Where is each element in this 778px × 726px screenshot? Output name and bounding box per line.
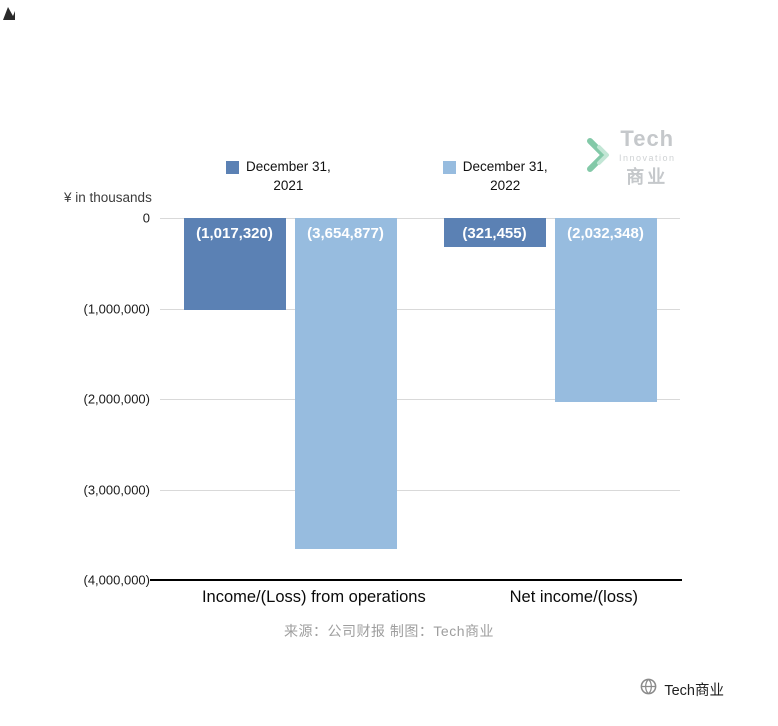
brand-logo-text: Tech Innovation 商业: [619, 126, 676, 187]
bar-value-label: (2,032,348): [567, 225, 644, 242]
legend-item-2021: December 31, 2021: [226, 158, 331, 196]
gridline: [160, 399, 680, 400]
brand-name-cn: 商业: [626, 167, 669, 187]
gridline: [160, 489, 680, 491]
y-axis: 0 (1,000,000) (2,000,000) (3,000,000) (4,000…: [0, 211, 151, 588]
y-tick-label: (3,000,000): [83, 482, 151, 497]
bar-group: (321,455) (2,032,348): [443, 218, 657, 580]
watermark-label: Tech商业: [664, 682, 724, 699]
bar-value-label: (3,654,877): [307, 225, 384, 242]
brand-name: Tech: [620, 126, 675, 151]
brand-subtitle: Innovation: [619, 153, 676, 163]
unit-label: ¥ in thousands: [64, 190, 152, 205]
y-tick-label: (4,000,000): [83, 572, 151, 588]
category-label: Income/(Loss) from operations: [201, 588, 426, 606]
legend-label-2021: December 31, 2021: [246, 158, 331, 196]
legend-swatch-2021: [226, 161, 239, 174]
bar-group: (1,017,320) (3,654,877): [183, 218, 397, 580]
bar-december-31-2022: (2,032,348): [554, 218, 657, 402]
chevron-right-icon: [586, 135, 612, 180]
x-labels: Income/(Loss) from operations Net income/…: [160, 588, 680, 607]
x-axis-line: [150, 579, 682, 581]
bar-december-31-2021: (321,455): [443, 218, 546, 248]
legend-swatch-2022: [442, 161, 456, 174]
corner-mark-icon: [2, 5, 16, 21]
legend-label-line2: 2022: [490, 177, 521, 193]
brand-logo: Tech Innovation 商业: [586, 128, 676, 186]
y-tick-label: (1,000,000): [83, 301, 151, 316]
legend-item-2022: December 31, 2022: [442, 158, 548, 196]
gridline: [160, 308, 680, 310]
legend-label-line1: December 31,: [246, 159, 331, 174]
watermark: Tech商业: [639, 677, 724, 701]
gridline: [160, 218, 680, 219]
legend-label-line2: 2021: [273, 177, 304, 193]
bar-december-31-2022: (3,654,877): [294, 218, 397, 549]
y-tick-label: (2,000,000): [83, 391, 151, 407]
category-label: Net income/(loss): [509, 588, 639, 606]
bar-chart: 0 (1,000,000) (2,000,000) (3,000,000) (4,000…: [0, 211, 778, 588]
legend: December 31, 2021 December 31, 2022: [226, 158, 548, 196]
legend-label-2022: December 31, 2022: [463, 158, 548, 196]
bar-value-label: (321,455): [462, 225, 527, 242]
watermark-icon: [639, 677, 658, 701]
bar-december-31-2021: (1,017,320): [183, 218, 286, 311]
y-tick-label: 0: [142, 210, 150, 226]
plot-area: (1,017,320) (3,654,877) (321,455) (2,032,34…: [150, 218, 682, 581]
legend-label-line1: December 31,: [462, 159, 548, 174]
source-note: 来源：公司财报 制图：Tech商业: [284, 623, 494, 639]
bar-value-label: (1,017,320): [196, 225, 273, 242]
